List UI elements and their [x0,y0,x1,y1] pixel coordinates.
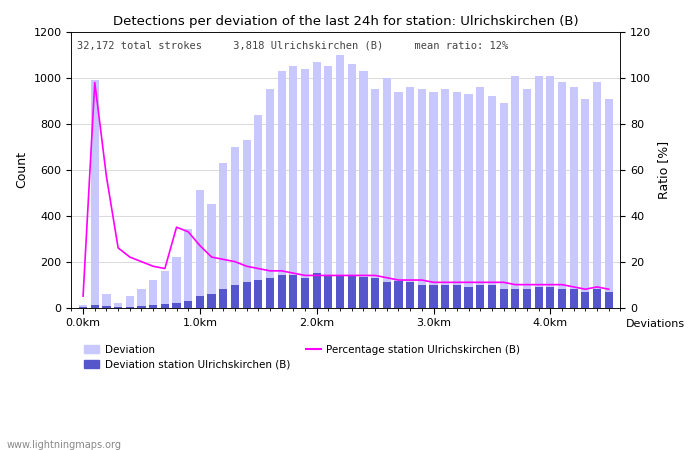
Bar [289,67,298,308]
Bar [383,282,391,308]
Bar [500,289,507,308]
Bar [219,289,228,308]
Bar [593,82,601,308]
Text: Deviations: Deviations [626,319,685,328]
Bar [406,282,414,308]
Bar [593,289,601,308]
Bar [605,99,613,308]
Bar [161,304,169,308]
Bar [453,92,461,308]
Bar [102,294,111,308]
Bar [126,307,134,308]
Bar [336,55,344,308]
Bar [207,294,216,308]
Bar [581,292,589,308]
Bar [476,87,484,308]
Bar [231,285,239,308]
Bar [114,303,122,308]
Bar [172,303,181,308]
Bar [430,92,438,308]
Bar [114,307,122,308]
Bar [149,305,158,308]
Bar [570,289,578,308]
Bar [161,271,169,308]
Bar [359,71,368,308]
Title: Detections per deviation of the last 24h for station: Ulrichskirchen (B): Detections per deviation of the last 24h… [113,15,579,28]
Bar [535,76,542,308]
Bar [289,275,298,308]
Bar [418,285,426,308]
Bar [488,96,496,308]
Bar [184,230,192,308]
Bar [546,287,554,308]
Bar [465,94,472,308]
Bar [535,287,542,308]
Bar [219,163,228,308]
Bar [91,305,99,308]
Bar [394,281,402,308]
Bar [172,257,181,308]
Bar [546,76,554,308]
Bar [254,280,262,308]
Bar [430,285,438,308]
Bar [605,292,613,308]
Bar [313,273,321,308]
Bar [336,275,344,308]
Bar [313,62,321,308]
Bar [371,278,379,308]
Bar [476,285,484,308]
Bar [266,90,274,308]
Bar [324,275,332,308]
Bar [207,204,216,308]
Bar [394,92,402,308]
Bar [184,301,192,308]
Bar [242,282,251,308]
Bar [465,287,472,308]
Bar [359,277,368,308]
Bar [488,285,496,308]
Bar [558,289,566,308]
Bar [254,115,262,308]
Bar [500,103,507,308]
Bar [137,306,146,308]
Bar [196,296,204,308]
Bar [383,78,391,308]
Bar [324,67,332,308]
Bar [137,289,146,308]
Y-axis label: Ratio [%]: Ratio [%] [657,141,670,199]
Bar [441,285,449,308]
Bar [348,64,356,308]
Bar [79,305,88,308]
Legend: Deviation, Deviation station Ulrichskirchen (B), Percentage station Ulrichskirch: Deviation, Deviation station Ulrichskirc… [80,340,524,374]
Bar [149,280,158,308]
Bar [371,90,379,308]
Bar [266,278,274,308]
Bar [511,289,519,308]
Bar [231,147,239,308]
Bar [278,71,286,308]
Bar [278,275,286,308]
Bar [523,90,531,308]
Bar [453,285,461,308]
Bar [406,87,414,308]
Text: www.lightningmaps.org: www.lightningmaps.org [7,440,122,450]
Bar [418,90,426,308]
Bar [301,278,309,308]
Bar [558,82,566,308]
Bar [102,306,111,308]
Bar [441,90,449,308]
Bar [581,99,589,308]
Bar [348,275,356,308]
Bar [196,190,204,308]
Bar [570,87,578,308]
Bar [511,76,519,308]
Y-axis label: Count: Count [15,151,28,188]
Bar [523,289,531,308]
Text: 32,172 total strokes     3,818 Ulrichskirchen (B)     mean ratio: 12%: 32,172 total strokes 3,818 Ulrichskirche… [77,40,508,50]
Bar [126,296,134,308]
Bar [301,69,309,308]
Bar [242,140,251,308]
Bar [91,80,99,308]
